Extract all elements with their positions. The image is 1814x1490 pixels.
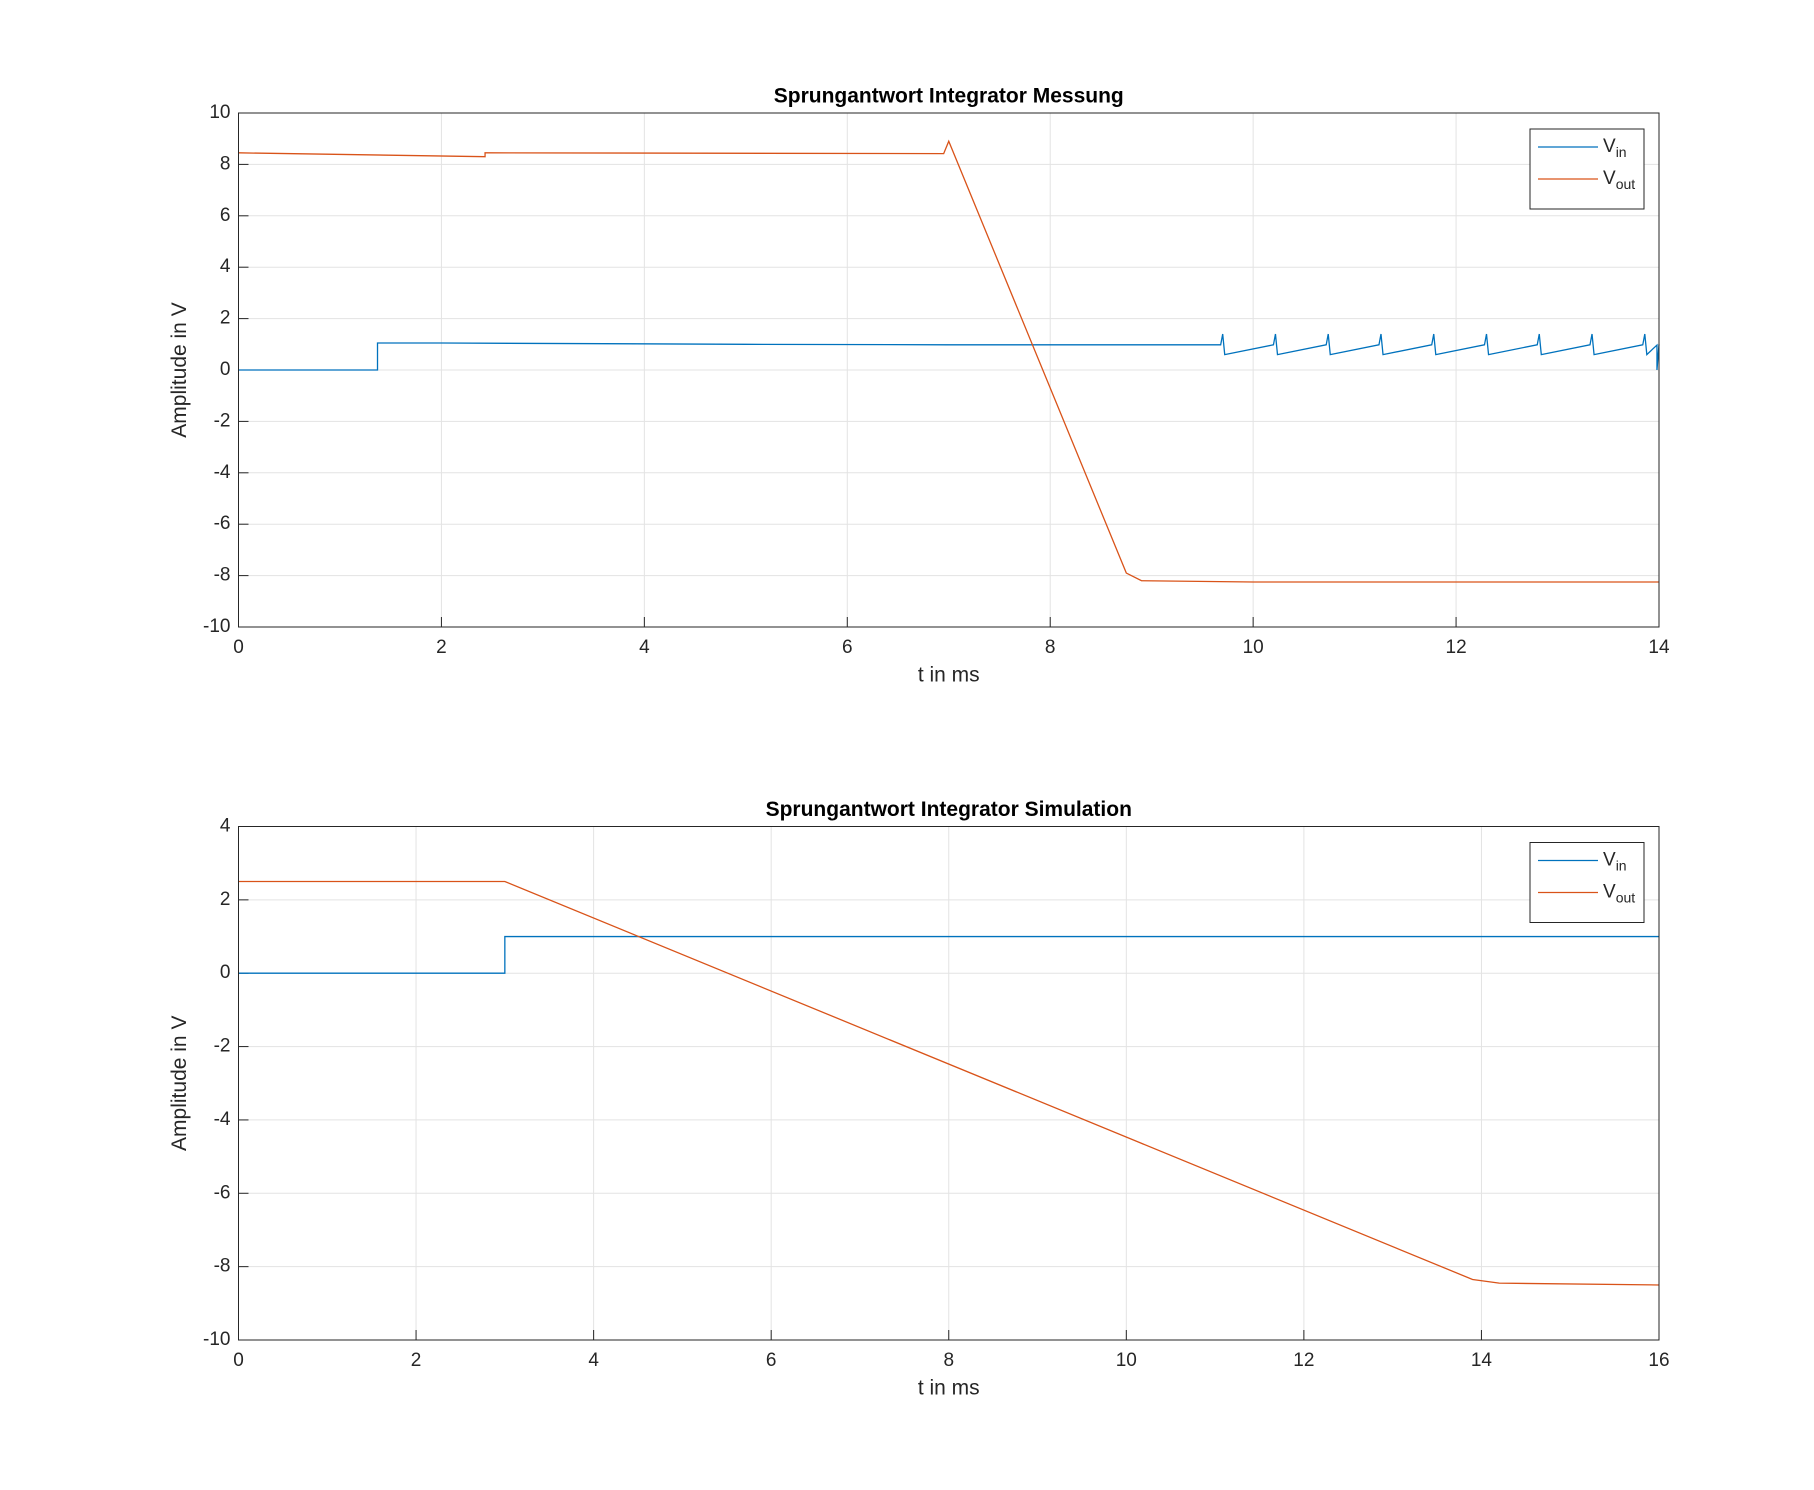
y-tick-label: -4 — [214, 1109, 231, 1130]
y-tick-label: 10 — [209, 102, 230, 123]
x-tick-label: 14 — [1648, 637, 1670, 658]
y-tick-label: 6 — [220, 205, 231, 226]
axes-box — [238, 112, 1660, 628]
x-tick-label: 12 — [1446, 637, 1467, 658]
x-tick-label: 6 — [842, 637, 853, 658]
y-tick-label: 2 — [220, 889, 231, 910]
x-tick-label: 14 — [1471, 1350, 1493, 1371]
legend-label: Vin — [1603, 850, 1627, 874]
series-line — [238, 139, 1659, 583]
series-line — [238, 935, 1659, 974]
x-tick-label: 2 — [411, 1350, 422, 1371]
x-tick-label: 8 — [943, 1350, 954, 1371]
series-line — [238, 880, 1660, 1286]
y-tick-label: -10 — [203, 1329, 230, 1350]
series-line — [238, 333, 1660, 371]
x-tick-label: 0 — [233, 1350, 244, 1371]
x-axis-label: t in ms — [918, 1377, 980, 1400]
y-tick-label: -2 — [214, 1036, 231, 1057]
legend-label: Vout — [1603, 882, 1635, 906]
y-tick-label: -6 — [214, 1182, 231, 1203]
axes-box — [238, 826, 1660, 1341]
legend-label: Vout — [1603, 168, 1635, 192]
x-tick-label: 4 — [639, 637, 650, 658]
y-tick-label: 4 — [220, 816, 231, 837]
y-tick-label: 0 — [220, 359, 231, 380]
x-tick-label: 4 — [588, 1350, 599, 1371]
chart-title: Sprungantwort Integrator Simulation — [766, 798, 1132, 821]
x-tick-label: 10 — [1243, 637, 1264, 658]
y-axis-label: Amplitude in V — [168, 302, 191, 437]
y-axis-label: Amplitude in V — [168, 1016, 191, 1151]
y-tick-label: -10 — [203, 616, 230, 637]
y-tick-label: 0 — [220, 962, 231, 983]
x-tick-label: 12 — [1293, 1350, 1314, 1371]
y-tick-label: -4 — [214, 462, 231, 483]
x-tick-label: 8 — [1045, 637, 1056, 658]
chart-title: Sprungantwort Integrator Messung — [774, 85, 1124, 108]
x-tick-label: 6 — [766, 1350, 777, 1371]
y-tick-label: -8 — [214, 565, 231, 586]
y-tick-label: 8 — [220, 153, 231, 174]
y-tick-label: -6 — [214, 513, 231, 534]
x-tick-label: 10 — [1116, 1350, 1137, 1371]
legend-box — [1529, 842, 1645, 923]
y-tick-label: -2 — [214, 410, 231, 431]
legend-label: Vin — [1603, 136, 1627, 160]
x-tick-label: 2 — [436, 637, 447, 658]
x-tick-label: 16 — [1648, 1350, 1669, 1371]
y-tick-label: -8 — [214, 1256, 231, 1277]
y-tick-label: 4 — [220, 256, 231, 277]
legend-box — [1529, 128, 1645, 210]
x-axis-label: t in ms — [918, 664, 980, 687]
y-tick-label: 2 — [220, 308, 231, 329]
x-tick-label: 0 — [233, 637, 244, 658]
